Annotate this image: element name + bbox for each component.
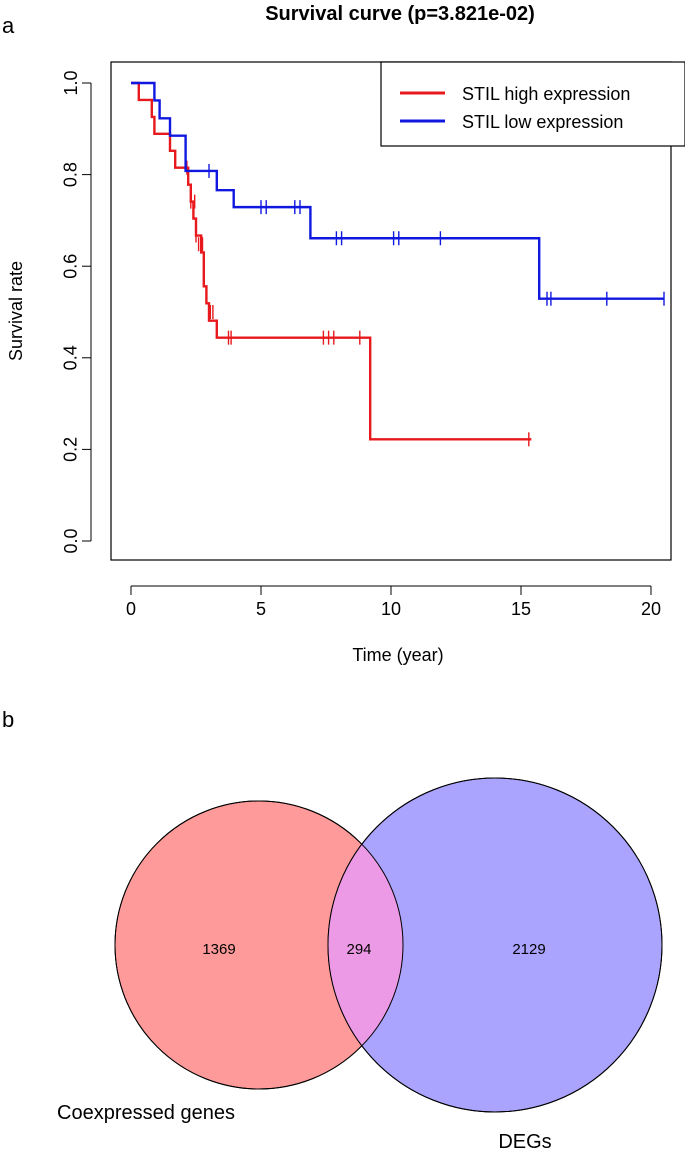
x-tick-label: 15: [511, 599, 531, 619]
chart-title: Survival curve (p=3.821e-02): [265, 3, 535, 25]
km-curve-high: [131, 81, 532, 441]
legend-box: [380, 61, 685, 147]
survival-chart: Survival curve (p=3.821e-02) 0 5 10 15 20 0.0…: [6, 3, 685, 665]
venn-label-coexpressed: Coexpressed genes: [57, 1102, 235, 1124]
x-tick-label: 5: [256, 599, 266, 619]
legend: STIL high expression STIL low expression: [380, 61, 685, 147]
axes: 0 5 10 15 20 0.0 0.2 0.4 0.6 0.8 1.0: [61, 70, 661, 619]
y-tick-label: 1.0: [61, 70, 81, 95]
x-axis-label: Time (year): [352, 645, 443, 665]
panel-a-label: a: [2, 13, 15, 38]
series-group: [131, 81, 665, 447]
y-tick-label: 0.6: [61, 254, 81, 279]
y-tick-label: 0.2: [61, 437, 81, 462]
venn-count-coexpressed-only: 1369: [202, 941, 235, 958]
x-tick-label: 0: [126, 599, 136, 619]
y-tick-label: 0.0: [61, 528, 81, 553]
y-tick-label: 0.4: [61, 345, 81, 370]
venn-count-degs-only: 2129: [512, 941, 545, 958]
panel-b-label: b: [2, 707, 14, 732]
y-axis-label: Survival rate: [6, 261, 26, 361]
legend-label-high: STIL high expression: [462, 84, 630, 104]
km-curve-low: [131, 81, 664, 300]
venn-outline-degs: [327, 777, 663, 1113]
venn-outline-coexpressed: [114, 800, 404, 1090]
venn-label-degs: DEGs: [498, 1131, 551, 1152]
x-tick-label: 10: [381, 599, 401, 619]
x-tick-label: 20: [641, 599, 661, 619]
venn-diagram: 1369 294 2129 Coexpressed genes DEGs: [57, 777, 663, 1152]
venn-count-intersection: 294: [346, 941, 371, 958]
legend-label-low: STIL low expression: [462, 112, 623, 132]
y-tick-label: 0.8: [61, 162, 81, 187]
